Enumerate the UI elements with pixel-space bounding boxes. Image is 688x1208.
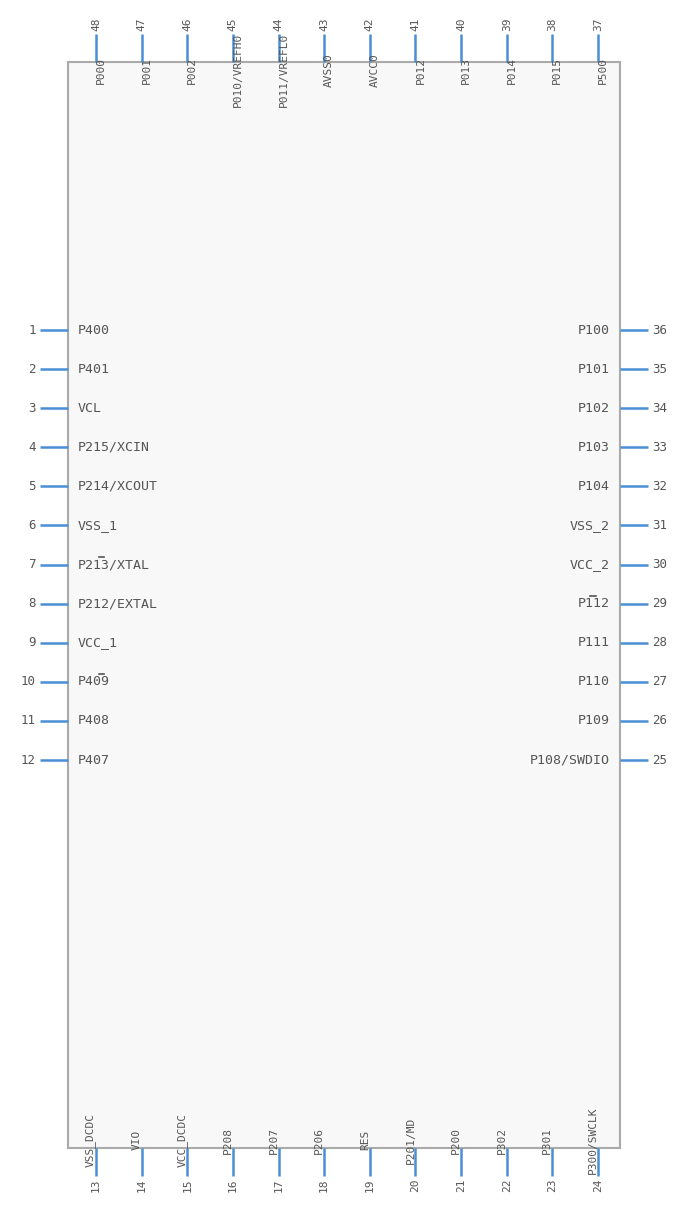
Text: 17: 17 bbox=[274, 1179, 283, 1192]
Text: 22: 22 bbox=[502, 1179, 512, 1192]
Text: P000: P000 bbox=[96, 57, 106, 83]
Text: P207: P207 bbox=[268, 1127, 279, 1154]
Text: P101: P101 bbox=[578, 362, 610, 376]
Text: 18: 18 bbox=[319, 1179, 329, 1192]
Text: P108/SWDIO: P108/SWDIO bbox=[530, 754, 610, 767]
Text: P215/XCIN: P215/XCIN bbox=[78, 441, 150, 454]
Text: 10: 10 bbox=[21, 675, 36, 689]
Text: 48: 48 bbox=[91, 17, 101, 31]
Text: 28: 28 bbox=[652, 637, 667, 649]
Text: P001: P001 bbox=[142, 57, 151, 83]
Bar bbox=[68, 62, 620, 1148]
Text: P100: P100 bbox=[578, 324, 610, 337]
Text: 7: 7 bbox=[28, 558, 36, 571]
Text: P013: P013 bbox=[461, 57, 471, 83]
Text: 9: 9 bbox=[28, 637, 36, 649]
Text: 35: 35 bbox=[652, 362, 667, 376]
Text: 32: 32 bbox=[652, 480, 667, 493]
Text: P300/SWCLK: P300/SWCLK bbox=[588, 1107, 598, 1174]
Text: P214/XCOUT: P214/XCOUT bbox=[78, 480, 158, 493]
Text: VSS_1: VSS_1 bbox=[78, 519, 118, 532]
Text: AVCC0: AVCC0 bbox=[370, 53, 380, 87]
Text: P400: P400 bbox=[78, 324, 110, 337]
Text: VSS_DCDC: VSS_DCDC bbox=[85, 1113, 96, 1167]
Text: P109: P109 bbox=[578, 714, 610, 727]
Text: VCL: VCL bbox=[78, 402, 102, 414]
Text: P302: P302 bbox=[497, 1127, 507, 1154]
Text: P213/XTAL: P213/XTAL bbox=[78, 558, 150, 571]
Text: 34: 34 bbox=[652, 402, 667, 414]
Text: RES: RES bbox=[360, 1129, 370, 1150]
Text: 29: 29 bbox=[652, 597, 667, 610]
Text: 16: 16 bbox=[228, 1179, 238, 1192]
Text: P200: P200 bbox=[451, 1127, 461, 1154]
Text: P104: P104 bbox=[578, 480, 610, 493]
Text: P206: P206 bbox=[314, 1127, 324, 1154]
Text: 2: 2 bbox=[28, 362, 36, 376]
Text: VSS_2: VSS_2 bbox=[570, 519, 610, 532]
Text: 30: 30 bbox=[652, 558, 667, 571]
Text: 3: 3 bbox=[28, 402, 36, 414]
Text: 8: 8 bbox=[28, 597, 36, 610]
Text: 20: 20 bbox=[411, 1179, 420, 1192]
Text: 45: 45 bbox=[228, 17, 238, 31]
Text: 31: 31 bbox=[652, 519, 667, 532]
Text: P010/VREFH0: P010/VREFH0 bbox=[233, 33, 243, 108]
Text: 26: 26 bbox=[652, 714, 667, 727]
Text: 14: 14 bbox=[137, 1179, 147, 1192]
Text: VCC_2: VCC_2 bbox=[570, 558, 610, 571]
Text: P201/MD: P201/MD bbox=[405, 1116, 416, 1163]
Text: 43: 43 bbox=[319, 17, 329, 31]
Text: 5: 5 bbox=[28, 480, 36, 493]
Text: 25: 25 bbox=[652, 754, 667, 767]
Text: 1: 1 bbox=[28, 324, 36, 337]
Text: 4: 4 bbox=[28, 441, 36, 454]
Text: VCC_DCDC: VCC_DCDC bbox=[176, 1113, 187, 1167]
Text: P102: P102 bbox=[578, 402, 610, 414]
Text: P011/VREFL0: P011/VREFL0 bbox=[279, 33, 288, 108]
Text: 37: 37 bbox=[593, 17, 603, 31]
Text: 12: 12 bbox=[21, 754, 36, 767]
Text: VCC_1: VCC_1 bbox=[78, 637, 118, 649]
Text: 19: 19 bbox=[365, 1179, 375, 1192]
Text: 47: 47 bbox=[137, 17, 147, 31]
Text: 13: 13 bbox=[91, 1179, 101, 1192]
Text: P407: P407 bbox=[78, 754, 110, 767]
Text: 15: 15 bbox=[182, 1179, 192, 1192]
Text: P208: P208 bbox=[223, 1127, 233, 1154]
Text: P408: P408 bbox=[78, 714, 110, 727]
Text: P014: P014 bbox=[507, 57, 517, 83]
Text: AVSS0: AVSS0 bbox=[324, 53, 334, 87]
Text: P110: P110 bbox=[578, 675, 610, 689]
Text: 24: 24 bbox=[593, 1179, 603, 1192]
Text: P409: P409 bbox=[78, 675, 110, 689]
Text: 40: 40 bbox=[456, 17, 466, 31]
Text: P500: P500 bbox=[598, 57, 608, 83]
Text: 44: 44 bbox=[274, 17, 283, 31]
Text: P212/EXTAL: P212/EXTAL bbox=[78, 597, 158, 610]
Text: 27: 27 bbox=[652, 675, 667, 689]
Text: P103: P103 bbox=[578, 441, 610, 454]
Text: 38: 38 bbox=[548, 17, 557, 31]
Text: P111: P111 bbox=[578, 637, 610, 649]
Text: P401: P401 bbox=[78, 362, 110, 376]
Text: 36: 36 bbox=[652, 324, 667, 337]
Text: 42: 42 bbox=[365, 17, 375, 31]
Text: P002: P002 bbox=[187, 57, 197, 83]
Text: 46: 46 bbox=[182, 17, 192, 31]
Text: 39: 39 bbox=[502, 17, 512, 31]
Text: 23: 23 bbox=[548, 1179, 557, 1192]
Text: 6: 6 bbox=[28, 519, 36, 532]
Text: P015: P015 bbox=[552, 57, 562, 83]
Text: P112: P112 bbox=[578, 597, 610, 610]
Text: P301: P301 bbox=[542, 1127, 552, 1154]
Text: 41: 41 bbox=[411, 17, 420, 31]
Text: 11: 11 bbox=[21, 714, 36, 727]
Text: 21: 21 bbox=[456, 1179, 466, 1192]
Text: VIO: VIO bbox=[131, 1129, 142, 1150]
Text: P012: P012 bbox=[416, 57, 425, 83]
Text: 33: 33 bbox=[652, 441, 667, 454]
